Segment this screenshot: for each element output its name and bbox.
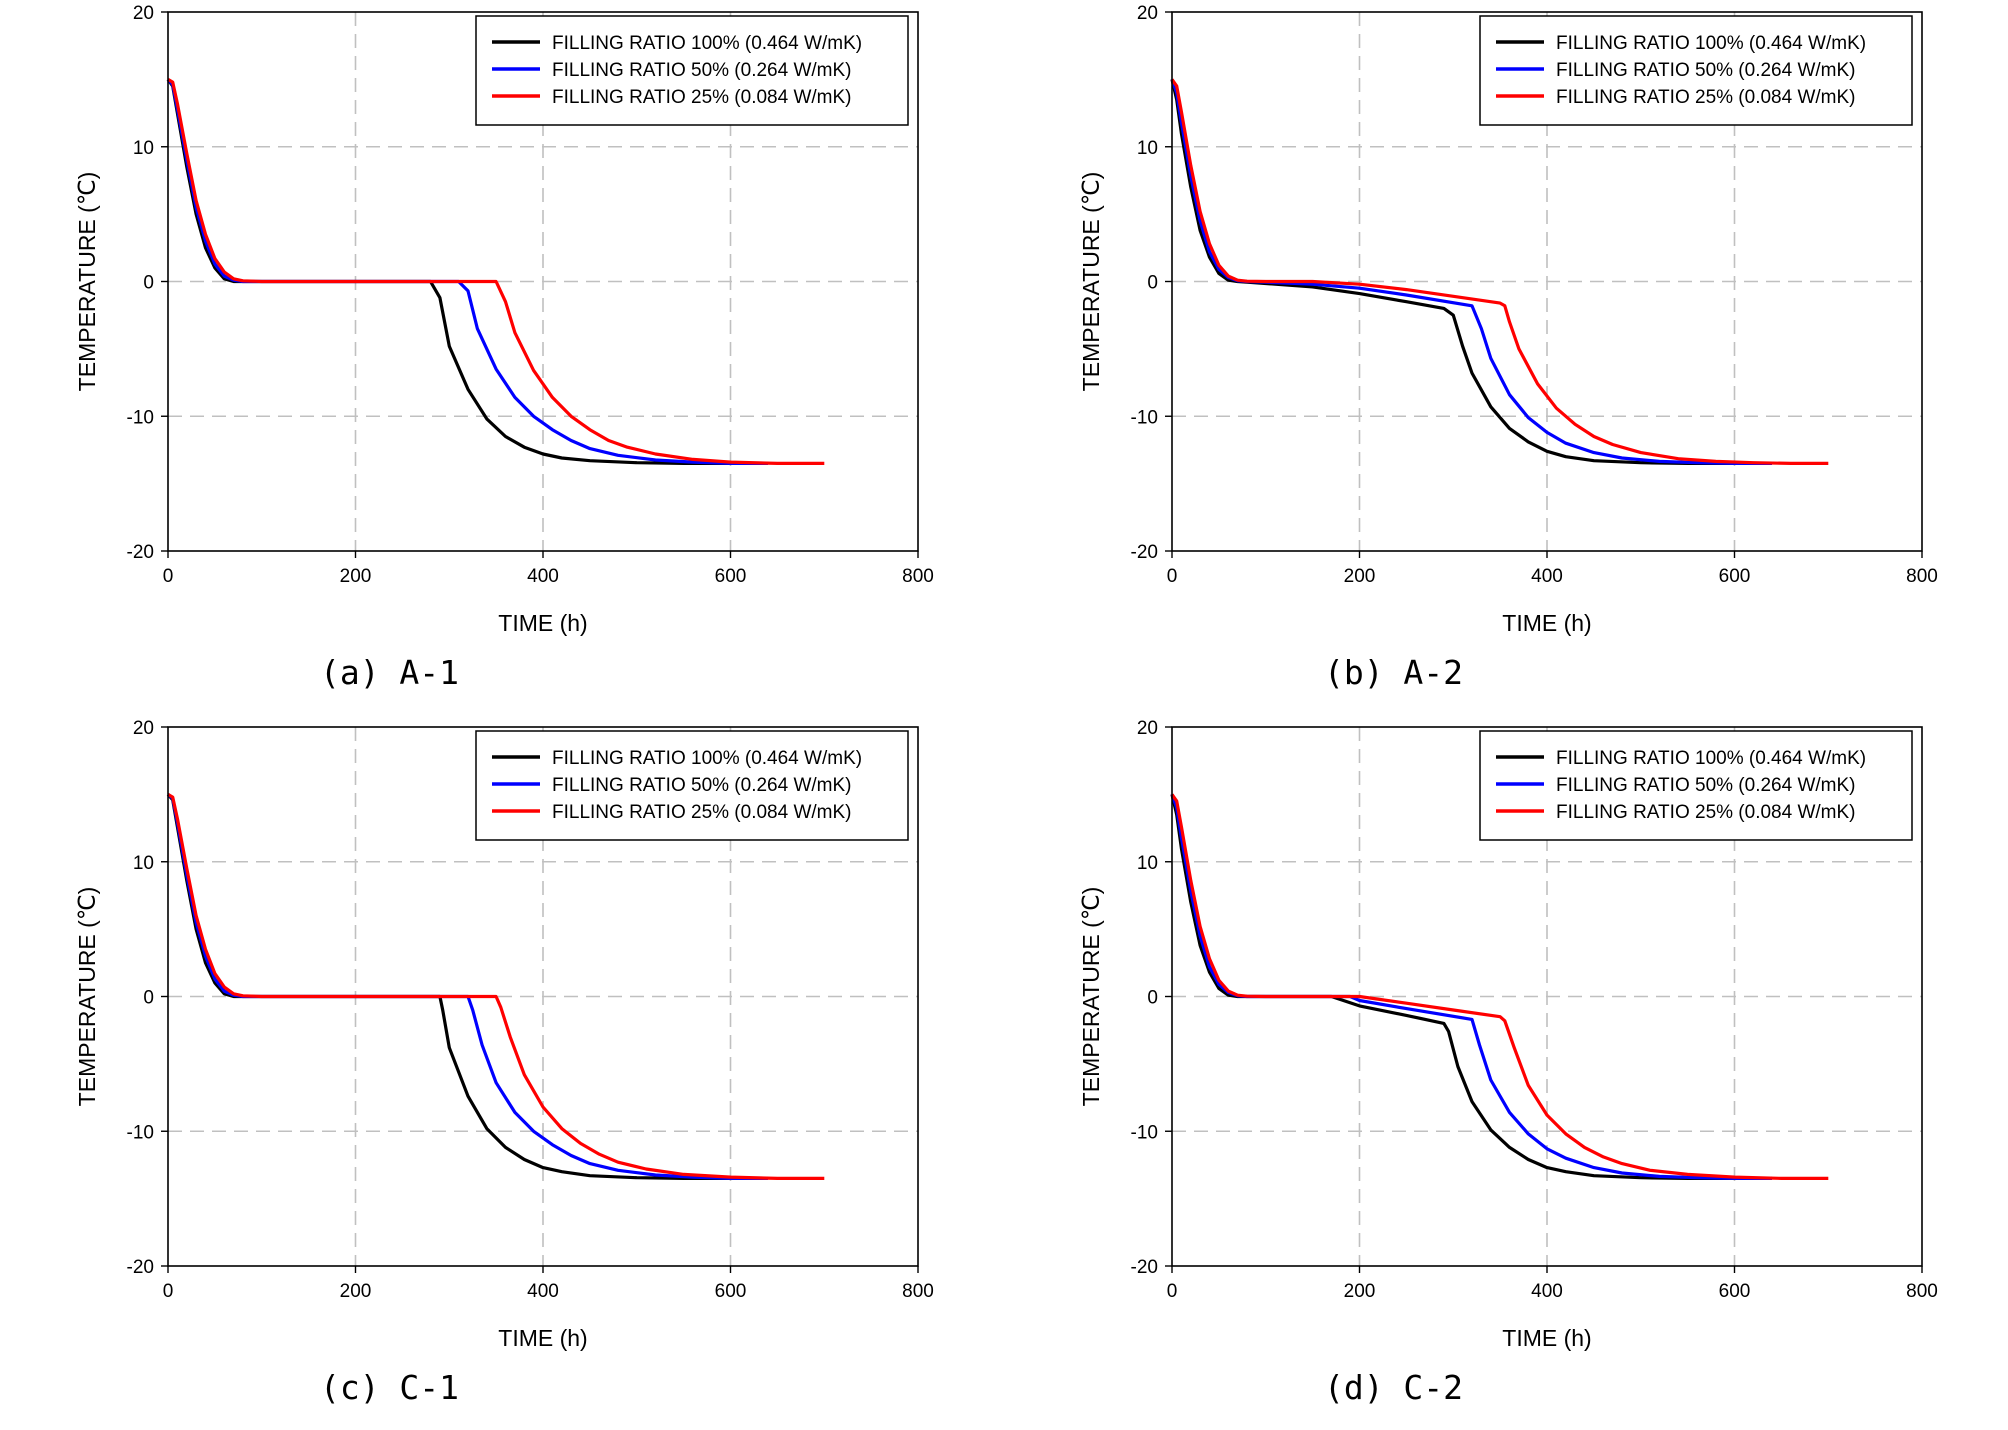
x-tick-label: 400 [527, 566, 559, 587]
x-tick-label: 200 [340, 566, 372, 587]
y-tick-label: -20 [1131, 1257, 1158, 1278]
series-line-0 [166, 793, 768, 1180]
y-axis-label: TEMPERATURE (℃) [1078, 172, 1104, 392]
chart-caption: (d) C-2 [1004, 1368, 2008, 1407]
caption-text: (d) C-2 [1323, 1368, 1464, 1407]
legend-box [1479, 15, 1913, 126]
legend-box [475, 730, 909, 841]
series-line-1 [1170, 78, 1772, 465]
caption-text: (c) C-1 [319, 1368, 460, 1407]
x-axis-label: TIME (h) [498, 1325, 587, 1351]
y-tick-label: 20 [133, 718, 154, 739]
x-tick-label: 800 [902, 1281, 934, 1302]
legend-label: FILLING RATIO 50% (0.264 W/mK) [552, 775, 852, 796]
legend-label: FILLING RATIO 100% (0.464 W/mK) [1556, 33, 1866, 54]
legend-box [1479, 730, 1913, 841]
chart-panel-b: 0 200 400 600 800 20 10 0 -10 -20 TIME (h) TEMPERAT… [1004, 0, 2008, 715]
legend-label: FILLING RATIO 50% (0.264 W/mK) [552, 60, 852, 81]
legend-box [475, 15, 909, 126]
y-tick-label: 0 [143, 273, 154, 294]
y-axis-label: TEMPERATURE (℃) [1078, 887, 1104, 1107]
y-tick-label: 20 [1137, 718, 1158, 739]
x-tick-label: 600 [715, 566, 747, 587]
x-tick-label: 0 [163, 566, 174, 587]
chart-svg-a: 0 200 400 600 800 20 10 0 -10 -20 TIME (h) TEMPERAT… [74, 3, 934, 636]
x-tick-label: 800 [902, 566, 934, 587]
legend-label: FILLING RATIO 25% (0.084 W/mK) [1556, 87, 1856, 108]
chart-caption: (a) A-1 [0, 653, 1004, 692]
y-tick-label: 10 [133, 853, 154, 874]
chart-caption: (c) C-1 [0, 1368, 1004, 1407]
y-tick-label: 0 [143, 988, 154, 1009]
y-tick-label: 10 [1137, 138, 1158, 159]
x-tick-label: 200 [1344, 566, 1376, 587]
x-tick-label: 600 [715, 1281, 747, 1302]
y-tick-label: 0 [1147, 988, 1158, 1009]
series-line-1 [166, 78, 768, 465]
legend-label: FILLING RATIO 50% (0.264 W/mK) [1556, 60, 1856, 81]
series-line-1 [166, 793, 768, 1180]
x-tick-label: 600 [1719, 1281, 1751, 1302]
x-axis-label: TIME (h) [498, 610, 587, 636]
x-axis-label: TIME (h) [1502, 610, 1591, 636]
x-tick-label: 0 [163, 1281, 174, 1302]
x-tick-label: 400 [1531, 1281, 1563, 1302]
series-line-2 [1170, 793, 1829, 1180]
legend-label: FILLING RATIO 100% (0.464 W/mK) [552, 748, 862, 769]
y-axis-label: TEMPERATURE (℃) [74, 887, 100, 1107]
y-tick-label: 0 [1147, 273, 1158, 294]
series-line-2 [167, 78, 825, 465]
chart-svg-d: 0 200 400 600 800 20 10 0 -10 -20 TIME (h) TEMPERAT… [1078, 718, 1938, 1351]
y-tick-label: 20 [133, 3, 154, 24]
y-tick-label: 10 [133, 138, 154, 159]
legend-label: FILLING RATIO 100% (0.464 W/mK) [1556, 748, 1866, 769]
x-tick-label: 800 [1906, 1281, 1938, 1302]
legend-label: FILLING RATIO 50% (0.264 W/mK) [1556, 775, 1856, 796]
legend-label: FILLING RATIO 25% (0.084 W/mK) [1556, 802, 1856, 823]
series-line-0 [166, 78, 768, 465]
x-tick-label: 0 [1167, 1281, 1178, 1302]
legend-label: FILLING RATIO 25% (0.084 W/mK) [552, 87, 852, 108]
y-tick-label: -20 [1131, 542, 1158, 563]
series-line-0 [1170, 79, 1772, 465]
series-line-2 [167, 793, 825, 1180]
chart-panel-a: 0 200 400 600 800 20 10 0 -10 -20 TIME (h) TEMPERAT… [0, 0, 1004, 715]
chart-caption: (b) A-2 [1004, 653, 2008, 692]
legend-label: FILLING RATIO 100% (0.464 W/mK) [552, 33, 862, 54]
legend-label: FILLING RATIO 25% (0.084 W/mK) [552, 802, 852, 823]
chart-svg-b: 0 200 400 600 800 20 10 0 -10 -20 TIME (h) TEMPERAT… [1078, 3, 1938, 636]
caption-text: (a) A-1 [319, 653, 460, 692]
y-tick-label: 20 [1137, 3, 1158, 24]
y-tick-label: -20 [127, 1257, 154, 1278]
chart-svg-c: 0 200 400 600 800 20 10 0 -10 -20 TIME (h) TEMPERAT… [74, 718, 934, 1351]
x-tick-label: 400 [527, 1281, 559, 1302]
series-line-2 [1170, 78, 1829, 465]
y-tick-label: 10 [1137, 853, 1158, 874]
y-tick-label: -10 [127, 1122, 154, 1143]
y-axis-label: TEMPERATURE (℃) [74, 172, 100, 392]
y-tick-label: -10 [127, 407, 154, 428]
y-tick-label: -10 [1131, 1122, 1158, 1143]
y-tick-label: -20 [127, 542, 154, 563]
x-axis-label: TIME (h) [1502, 1325, 1591, 1351]
chart-panel-d: 0 200 400 600 800 20 10 0 -10 -20 TIME (h) TEMPERAT… [1004, 715, 2008, 1430]
x-tick-label: 600 [1719, 566, 1751, 587]
x-tick-label: 200 [1344, 1281, 1376, 1302]
x-tick-label: 800 [1906, 566, 1938, 587]
x-tick-label: 200 [340, 1281, 372, 1302]
y-tick-label: -10 [1131, 407, 1158, 428]
series-line-0 [1170, 794, 1772, 1180]
series-line-1 [1170, 793, 1772, 1180]
x-tick-label: 400 [1531, 566, 1563, 587]
x-tick-label: 0 [1167, 566, 1178, 587]
chart-panel-c: 0 200 400 600 800 20 10 0 -10 -20 TIME (h) TEMPERAT… [0, 715, 1004, 1430]
caption-text: (b) A-2 [1323, 653, 1464, 692]
